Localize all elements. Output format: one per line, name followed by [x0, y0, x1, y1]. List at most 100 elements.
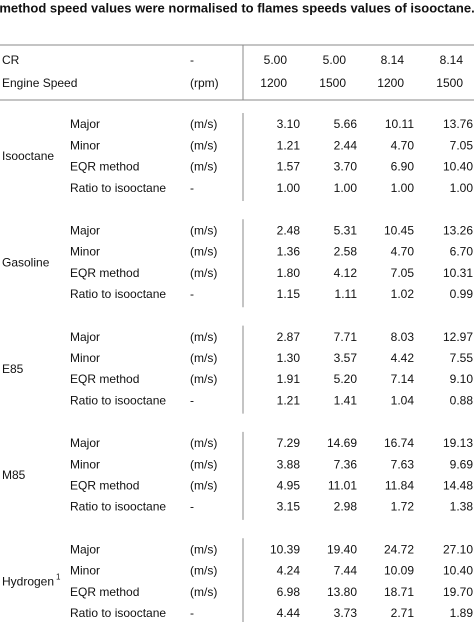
measure: EQR method [70, 160, 139, 174]
cell-value: 12.97 [443, 330, 473, 344]
cell-value: 11.84 [385, 478, 414, 492]
cell-value: 7.36 [334, 457, 358, 471]
measure: Ratio to isooctane [70, 393, 166, 407]
unit: (m/s) [190, 564, 217, 578]
unit: (m/s) [190, 223, 217, 237]
header-value: 1500 [436, 76, 463, 90]
unit: - [190, 287, 194, 301]
cell-value: 1.89 [450, 606, 474, 620]
cell-value: 24.72 [384, 542, 414, 556]
unit: - [190, 181, 194, 195]
unit: (m/s) [190, 436, 217, 450]
cell-value: 7.44 [334, 564, 358, 578]
header-value: 1200 [260, 76, 287, 90]
measure: Minor [70, 457, 100, 471]
cell-value: 13.26 [443, 223, 473, 237]
cell-value: 4.95 [277, 478, 301, 492]
header-label: CR [2, 53, 20, 67]
cell-value: 1.00 [277, 181, 301, 195]
cell-value: 1.36 [277, 245, 301, 259]
group-superscript: 1 [56, 572, 61, 581]
group-label: Hydrogen [2, 574, 54, 588]
cell-value: 2.58 [334, 245, 358, 259]
cell-value: 1.02 [391, 287, 415, 301]
measure: Major [70, 542, 100, 556]
caption: method speed values were normalised to f… [0, 0, 474, 15]
measure: Major [70, 223, 100, 237]
group-label: E85 [2, 362, 24, 376]
cell-value: 1.72 [391, 500, 415, 514]
cell-value: 7.29 [277, 436, 301, 450]
unit: (m/s) [190, 457, 217, 471]
group-label: Gasoline [2, 255, 50, 269]
cell-value: 2.87 [277, 330, 301, 344]
cell-value: 13.80 [327, 585, 357, 599]
cell-value: 9.69 [450, 457, 474, 471]
header-value: 5.00 [323, 53, 347, 67]
measure: Ratio to isooctane [70, 500, 166, 514]
measure: Ratio to isooctane [70, 606, 166, 620]
cell-value: 1.30 [277, 351, 301, 365]
cell-value: 1.38 [450, 500, 474, 514]
measure: EQR method [70, 478, 139, 492]
cell-value: 0.88 [450, 393, 474, 407]
header-unit: (rpm) [190, 76, 219, 90]
cell-value: 7.05 [391, 266, 415, 280]
cell-value: 4.24 [277, 564, 301, 578]
cell-value: 8.03 [391, 330, 415, 344]
cell-value: 4.12 [334, 266, 358, 280]
cell-value: 3.10 [277, 117, 301, 131]
cell-value: 2.44 [334, 138, 358, 152]
unit: (m/s) [190, 266, 217, 280]
cell-value: 7.63 [391, 457, 415, 471]
cell-value: 16.74 [384, 436, 414, 450]
cell-value: 6.98 [277, 585, 301, 599]
cell-value: 6.70 [450, 245, 474, 259]
cell-value: 10.11 [385, 117, 414, 131]
cell-value: 19.13 [443, 436, 473, 450]
header-value: 1500 [319, 76, 346, 90]
measure: Ratio to isooctane [70, 181, 166, 195]
cell-value: 4.70 [391, 138, 415, 152]
measure: Minor [70, 564, 100, 578]
header-value: 1200 [377, 76, 404, 90]
cell-value: 2.98 [334, 500, 358, 514]
cell-value: 10.40 [443, 564, 473, 578]
cell-value: 10.09 [384, 564, 414, 578]
cell-value: 11.01 [328, 478, 357, 492]
cell-value: 6.90 [391, 160, 415, 174]
header-label: Engine Speed [2, 76, 77, 90]
measure: Major [70, 330, 100, 344]
cell-value: 13.76 [443, 117, 473, 131]
cell-value: 1.00 [391, 181, 415, 195]
cell-value: 1.41 [334, 393, 358, 407]
cell-value: 7.55 [450, 351, 474, 365]
cell-value: 1.00 [334, 181, 358, 195]
unit: - [190, 606, 194, 620]
unit: (m/s) [190, 372, 217, 386]
cell-value: 1.00 [450, 181, 474, 195]
measure: Minor [70, 138, 100, 152]
cell-value: 5.31 [334, 223, 358, 237]
unit: (m/s) [190, 330, 217, 344]
cell-value: 14.69 [327, 436, 357, 450]
unit: (m/s) [190, 478, 217, 492]
unit: - [190, 500, 194, 514]
cell-value: 5.20 [334, 372, 358, 386]
cell-value: 7.14 [391, 372, 415, 386]
header-value: 8.14 [381, 53, 405, 67]
cell-value: 9.10 [450, 372, 474, 386]
cell-value: 3.70 [334, 160, 358, 174]
cell-value: 3.57 [334, 351, 358, 365]
measure: Major [70, 436, 100, 450]
unit: - [190, 393, 194, 407]
cell-value: 1.21 [277, 138, 301, 152]
cell-value: 4.70 [391, 245, 415, 259]
unit: (m/s) [190, 351, 217, 365]
cell-value: 1.91 [277, 372, 301, 386]
group-label: Isooctane [2, 149, 54, 163]
measure: Ratio to isooctane [70, 287, 166, 301]
header-value: 8.14 [440, 53, 464, 67]
group-label: M85 [2, 468, 26, 482]
